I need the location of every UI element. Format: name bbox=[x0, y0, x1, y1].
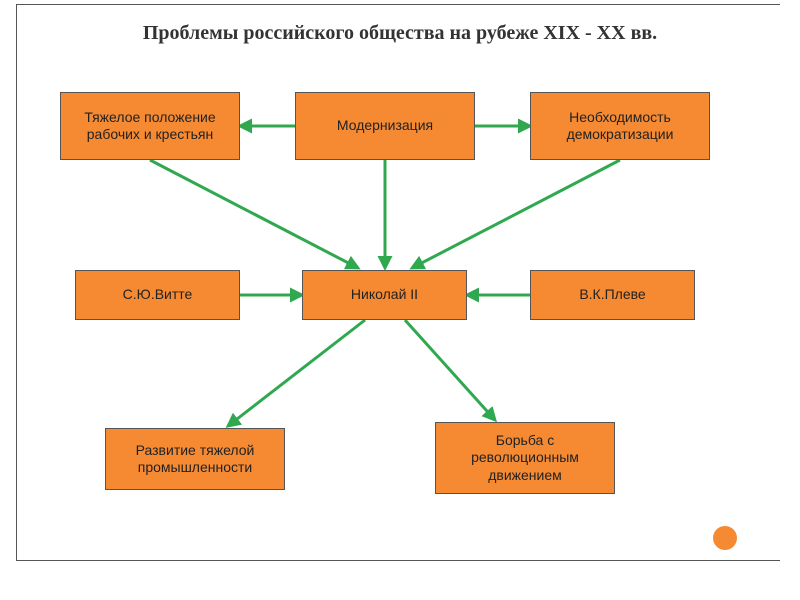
node-modernization: Модернизация bbox=[295, 92, 475, 160]
frame-top bbox=[16, 4, 780, 5]
node-witte: С.Ю.Витте bbox=[75, 270, 240, 320]
frame-bottom bbox=[16, 560, 780, 561]
corner-dot-icon bbox=[713, 526, 737, 550]
node-revolutionary-struggle: Борьба с революционным движением bbox=[435, 422, 615, 494]
node-pleve: В.К.Плеве bbox=[530, 270, 695, 320]
node-democratization: Необходимость демократизации bbox=[530, 92, 710, 160]
frame-left bbox=[16, 4, 17, 560]
node-workers-peasants: Тяжелое положение рабочих и крестьян bbox=[60, 92, 240, 160]
page-title: Проблемы российского общества на рубеже … bbox=[0, 22, 800, 45]
node-heavy-industry: Развитие тяжелой промышленности bbox=[105, 428, 285, 490]
node-nicholas-ii: Николай II bbox=[302, 270, 467, 320]
